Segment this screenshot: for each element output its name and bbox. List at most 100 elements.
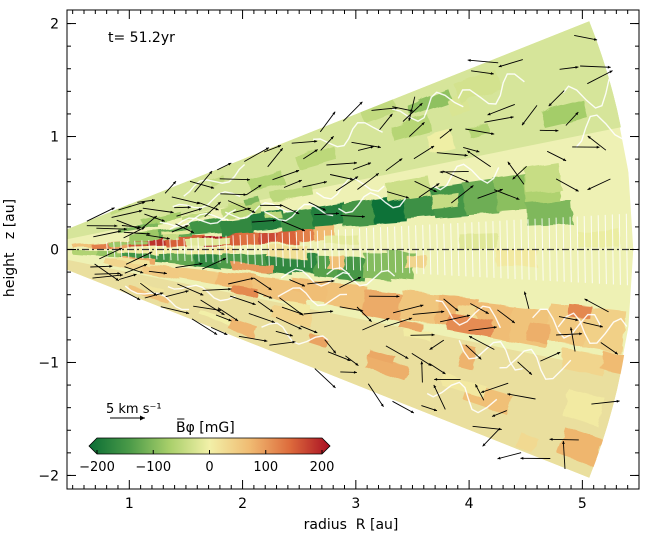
velocity-vector (142, 207, 174, 213)
velocity-arrowhead (616, 399, 620, 403)
y-axis: −2 −1 0 1 2 (38, 17, 639, 484)
velocity-vector (507, 393, 536, 400)
velocity-vector (352, 162, 372, 170)
field-line-contours (106, 71, 634, 414)
velocity-arrowhead (430, 146, 435, 149)
velocity-arrowhead (271, 320, 275, 323)
velocity-vector (468, 335, 495, 350)
bphi-patch (262, 286, 309, 305)
velocity-arrowhead (399, 158, 403, 162)
velocity-vector (591, 400, 620, 405)
velocity-arrowhead (270, 309, 274, 312)
velocity-arrowhead (493, 326, 497, 329)
velocity-vector (477, 188, 503, 199)
velocity-vector (583, 321, 604, 328)
velocity-arrowhead (429, 346, 433, 350)
velocity-arrowhead (584, 298, 588, 302)
x-tick-label: 4 (465, 496, 474, 512)
velocity-vector (540, 351, 561, 362)
velocity-vector (392, 106, 414, 112)
velocity-arrowhead (579, 332, 583, 336)
velocity-arrowhead (575, 188, 579, 192)
velocity-arrowhead (185, 225, 189, 228)
velocity-arrowhead (199, 262, 203, 266)
atmosphere-field-line (499, 348, 572, 380)
velocity-arrowhead (209, 171, 213, 175)
velocity-arrowhead (587, 136, 591, 139)
atmosphere-field-line (315, 178, 385, 200)
colorbar-tick-label: −100 (135, 460, 171, 475)
atmosphere-field-line (457, 73, 525, 105)
velocity-vector (175, 223, 195, 234)
colorbar-tick-label: 0 (205, 460, 213, 475)
velocity-arrowhead (389, 113, 393, 117)
velocity-vector (470, 303, 489, 315)
velocity-arrowhead (137, 297, 141, 300)
bphi-patch (367, 349, 397, 366)
velocity-vector (118, 273, 137, 280)
velocity-arrowhead (470, 185, 474, 189)
velocity-vector (248, 312, 275, 323)
velocity-arrowhead (405, 356, 409, 359)
velocity-vector (123, 231, 151, 235)
velocity-vector (413, 145, 435, 160)
velocity-vector (119, 288, 141, 301)
bphi-lower-green-layer (96, 250, 124, 259)
velocity-arrowhead (523, 291, 527, 295)
velocity-vector (124, 263, 148, 274)
velocity-arrowhead (355, 176, 359, 180)
velocity-vector (392, 400, 415, 414)
velocity-arrowhead (449, 128, 453, 132)
bphi-patch (265, 210, 282, 220)
velocity-vector (402, 102, 423, 122)
velocity-arrowhead (252, 210, 256, 213)
colorbar-tick-label: −200 (79, 460, 115, 475)
velocity-vector (202, 257, 227, 270)
velocity-vector (410, 334, 435, 336)
bphi-lower-orange-layer (215, 270, 257, 292)
velocity-vector (356, 306, 372, 323)
disk-field-line (373, 227, 376, 272)
plot-area (67, 21, 639, 478)
velocity-vector (570, 327, 576, 352)
velocity-arrowhead (200, 292, 204, 296)
bphi-patch (227, 317, 257, 338)
velocity-arrowhead (442, 371, 446, 374)
velocity-arrowhead (354, 161, 357, 165)
bphi-upper-green-layer (492, 172, 530, 212)
velocity-arrowhead (441, 310, 445, 314)
velocity-vector (283, 179, 302, 188)
velocity-arrowhead (575, 66, 579, 69)
velocity-arrowhead (190, 230, 194, 233)
velocity-vector (480, 382, 509, 393)
velocity-arrowhead (587, 187, 591, 190)
atmosphere-field-line (435, 299, 502, 329)
bphi-patch (567, 303, 592, 319)
velocity-arrowhead (431, 333, 435, 337)
velocity-arrowhead (516, 197, 520, 200)
x-tick-label: 2 (238, 496, 247, 512)
bphi-patch (403, 327, 434, 343)
time-label: t= 51.2yr (108, 30, 175, 46)
velocity-arrowhead (277, 145, 281, 148)
velocity-arrowhead (298, 180, 302, 183)
disk-field-line (155, 239, 158, 260)
colorbar-label: B̅φ [mG] (176, 418, 235, 436)
bphi-lower-green-layer (72, 250, 100, 257)
velocity-arrowhead (336, 212, 339, 215)
disk-field-line (330, 229, 333, 270)
velocity-arrowhead (115, 277, 119, 281)
velocity-vector (189, 180, 215, 189)
colorbar: B̅φ [mG] −200 −100 0 100 200 (79, 418, 334, 475)
disk-field-line (253, 234, 256, 265)
velocity-vector (335, 176, 359, 192)
velocity-vector (137, 199, 155, 203)
velocity-scale-label: 5 km s⁻¹ (106, 402, 162, 417)
velocity-vector (257, 300, 274, 313)
x-axis-label: radius R [au] (304, 517, 399, 533)
velocity-arrowhead (119, 273, 123, 277)
bphi-upper-green-layer (128, 229, 162, 242)
velocity-vector (487, 103, 515, 116)
velocity-vector (484, 116, 514, 123)
velocity-vector (443, 298, 459, 312)
